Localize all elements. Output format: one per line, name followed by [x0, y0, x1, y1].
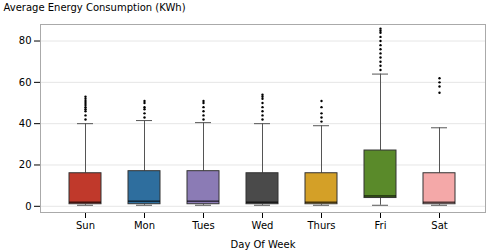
svg-text:20: 20 — [19, 159, 32, 170]
svg-text:Average Energy Consumption (KW: Average Energy Consumption (KWh) — [4, 2, 186, 13]
svg-text:Sat: Sat — [431, 220, 447, 231]
svg-text:80: 80 — [19, 35, 32, 46]
svg-text:Mon: Mon — [134, 220, 155, 231]
svg-text:Tues: Tues — [191, 220, 214, 231]
svg-text:40: 40 — [19, 118, 32, 129]
svg-text:60: 60 — [19, 77, 32, 88]
svg-text:Sun: Sun — [76, 220, 95, 231]
svg-text:0: 0 — [25, 201, 31, 212]
svg-text:Thurs: Thurs — [306, 220, 335, 231]
svg-text:Wed: Wed — [252, 220, 274, 231]
svg-text:Fri: Fri — [375, 220, 387, 231]
svg-text:Day Of Week: Day Of Week — [231, 239, 296, 250]
